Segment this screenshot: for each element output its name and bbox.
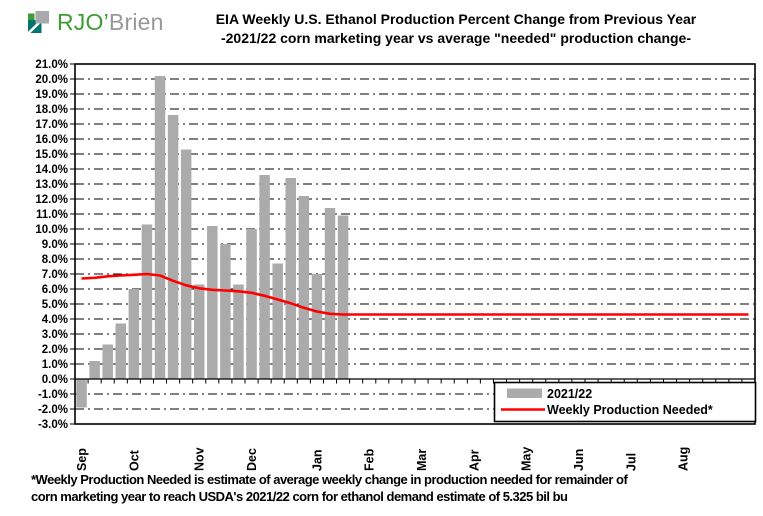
rjo-brien-logo: RJO’Brien — [28, 9, 164, 35]
chart-title-line1: EIA Weekly U.S. Ethanol Production Perce… — [215, 11, 697, 27]
bar-week-21 — [337, 215, 349, 379]
y-tick-label: 20.0% — [35, 74, 68, 86]
x-month-label-nov: Nov — [193, 447, 207, 471]
x-month-label-oct: Oct — [127, 449, 141, 471]
x-month-label-jan: Jan — [310, 449, 324, 471]
bar-week-20 — [324, 208, 336, 379]
y-tick-label: 6.0% — [42, 284, 68, 296]
bar-week-7 — [154, 76, 166, 379]
x-month-label-sep: Sep — [75, 448, 89, 471]
bar-week-13 — [233, 284, 244, 379]
bar-week-1 — [76, 379, 87, 408]
x-month-label-dec: Dec — [245, 448, 259, 471]
y-tick-label: 1.0% — [42, 359, 68, 371]
x-month-label-jul: Jul — [624, 453, 638, 471]
rjo-logo-icon — [28, 11, 49, 33]
y-tick-label: -1.0% — [38, 389, 68, 401]
y-tick-label: 10.0% — [35, 224, 68, 236]
y-tick-label: 3.0% — [42, 329, 68, 341]
bar-week-12 — [220, 244, 231, 379]
bar-week-16 — [272, 263, 283, 379]
y-tick-label: 18.0% — [35, 104, 68, 116]
bar-week-15 — [259, 175, 270, 379]
legend-label-line: Weekly Production Needed* — [547, 403, 713, 417]
legend: 2021/22 Weekly Production Needed* — [493, 381, 757, 423]
x-month-label-apr: Apr — [467, 449, 481, 471]
logo-wordmark: RJO’Brien — [57, 9, 164, 36]
y-tick-label: 7.0% — [42, 269, 68, 281]
y-tick-label: -2.0% — [38, 404, 68, 416]
y-tick-label: -3.0% — [38, 419, 68, 431]
logo-text-gray: Brien — [108, 8, 164, 35]
logo-text-green: RJO’ — [57, 8, 109, 35]
bar-week-3 — [102, 344, 113, 379]
legend-label-bar: 2021/22 — [547, 387, 592, 401]
plot-area: 21.0% 20.0% 19.0% 18.0% 17.0% 16.0% 15.0% 14.0%… — [35, 59, 756, 471]
bar-week-2 — [89, 361, 100, 379]
y-tick-label: 0.0% — [42, 374, 68, 386]
x-month-label-aug: Aug — [677, 447, 691, 471]
bar-week-10 — [193, 284, 205, 379]
y-tick-label: 12.0% — [35, 194, 68, 206]
bar-week-4 — [115, 323, 127, 379]
chart-title-line2: -2021/22 corn marketing year vs average … — [220, 29, 691, 46]
bar-week-6 — [141, 224, 153, 379]
chart-footnote: *Weekly Production Needed is estimate of… — [31, 472, 757, 505]
legend-swatch-bar — [507, 388, 542, 398]
y-tick-label: 5.0% — [42, 299, 68, 311]
bar-week-8 — [167, 115, 179, 379]
bar-week-11 — [207, 226, 218, 379]
needed-production-line — [81, 272, 749, 316]
y-tick-label: 17.0% — [35, 119, 68, 131]
bar-week-5 — [128, 289, 140, 379]
y-tick-label: 13.0% — [35, 179, 68, 191]
y-tick-label: 4.0% — [42, 314, 68, 326]
x-month-label-jun: Jun — [572, 449, 586, 471]
x-month-label-may: May — [520, 447, 534, 471]
bar-week-9 — [180, 149, 192, 379]
x-month-label-mar: Mar — [415, 449, 429, 471]
bar-week-14 — [246, 229, 257, 379]
bar-week-17 — [285, 178, 297, 379]
footnote-line1: *Weekly Production Needed is estimate of… — [31, 472, 628, 487]
y-tick-label: 16.0% — [35, 134, 68, 146]
y-tick-label: 15.0% — [35, 149, 68, 161]
bar-week-18 — [298, 196, 310, 379]
y-tick-label: 19.0% — [35, 89, 68, 101]
bar-week-19 — [311, 274, 323, 379]
y-tick-label: 2.0% — [42, 344, 68, 356]
y-tick-label: 21.0% — [35, 59, 68, 71]
footnote-line2: corn marketing year to reach USDA's 2021… — [31, 488, 568, 504]
y-tick-label: 8.0% — [42, 254, 68, 266]
x-month-label-feb: Feb — [363, 448, 377, 471]
y-tick-label: 14.0% — [35, 164, 68, 176]
y-tick-label: 9.0% — [42, 239, 68, 251]
chart-title: EIA Weekly U.S. Ethanol Production Perce… — [150, 10, 762, 47]
y-tick-label: 11.0% — [36, 209, 68, 221]
